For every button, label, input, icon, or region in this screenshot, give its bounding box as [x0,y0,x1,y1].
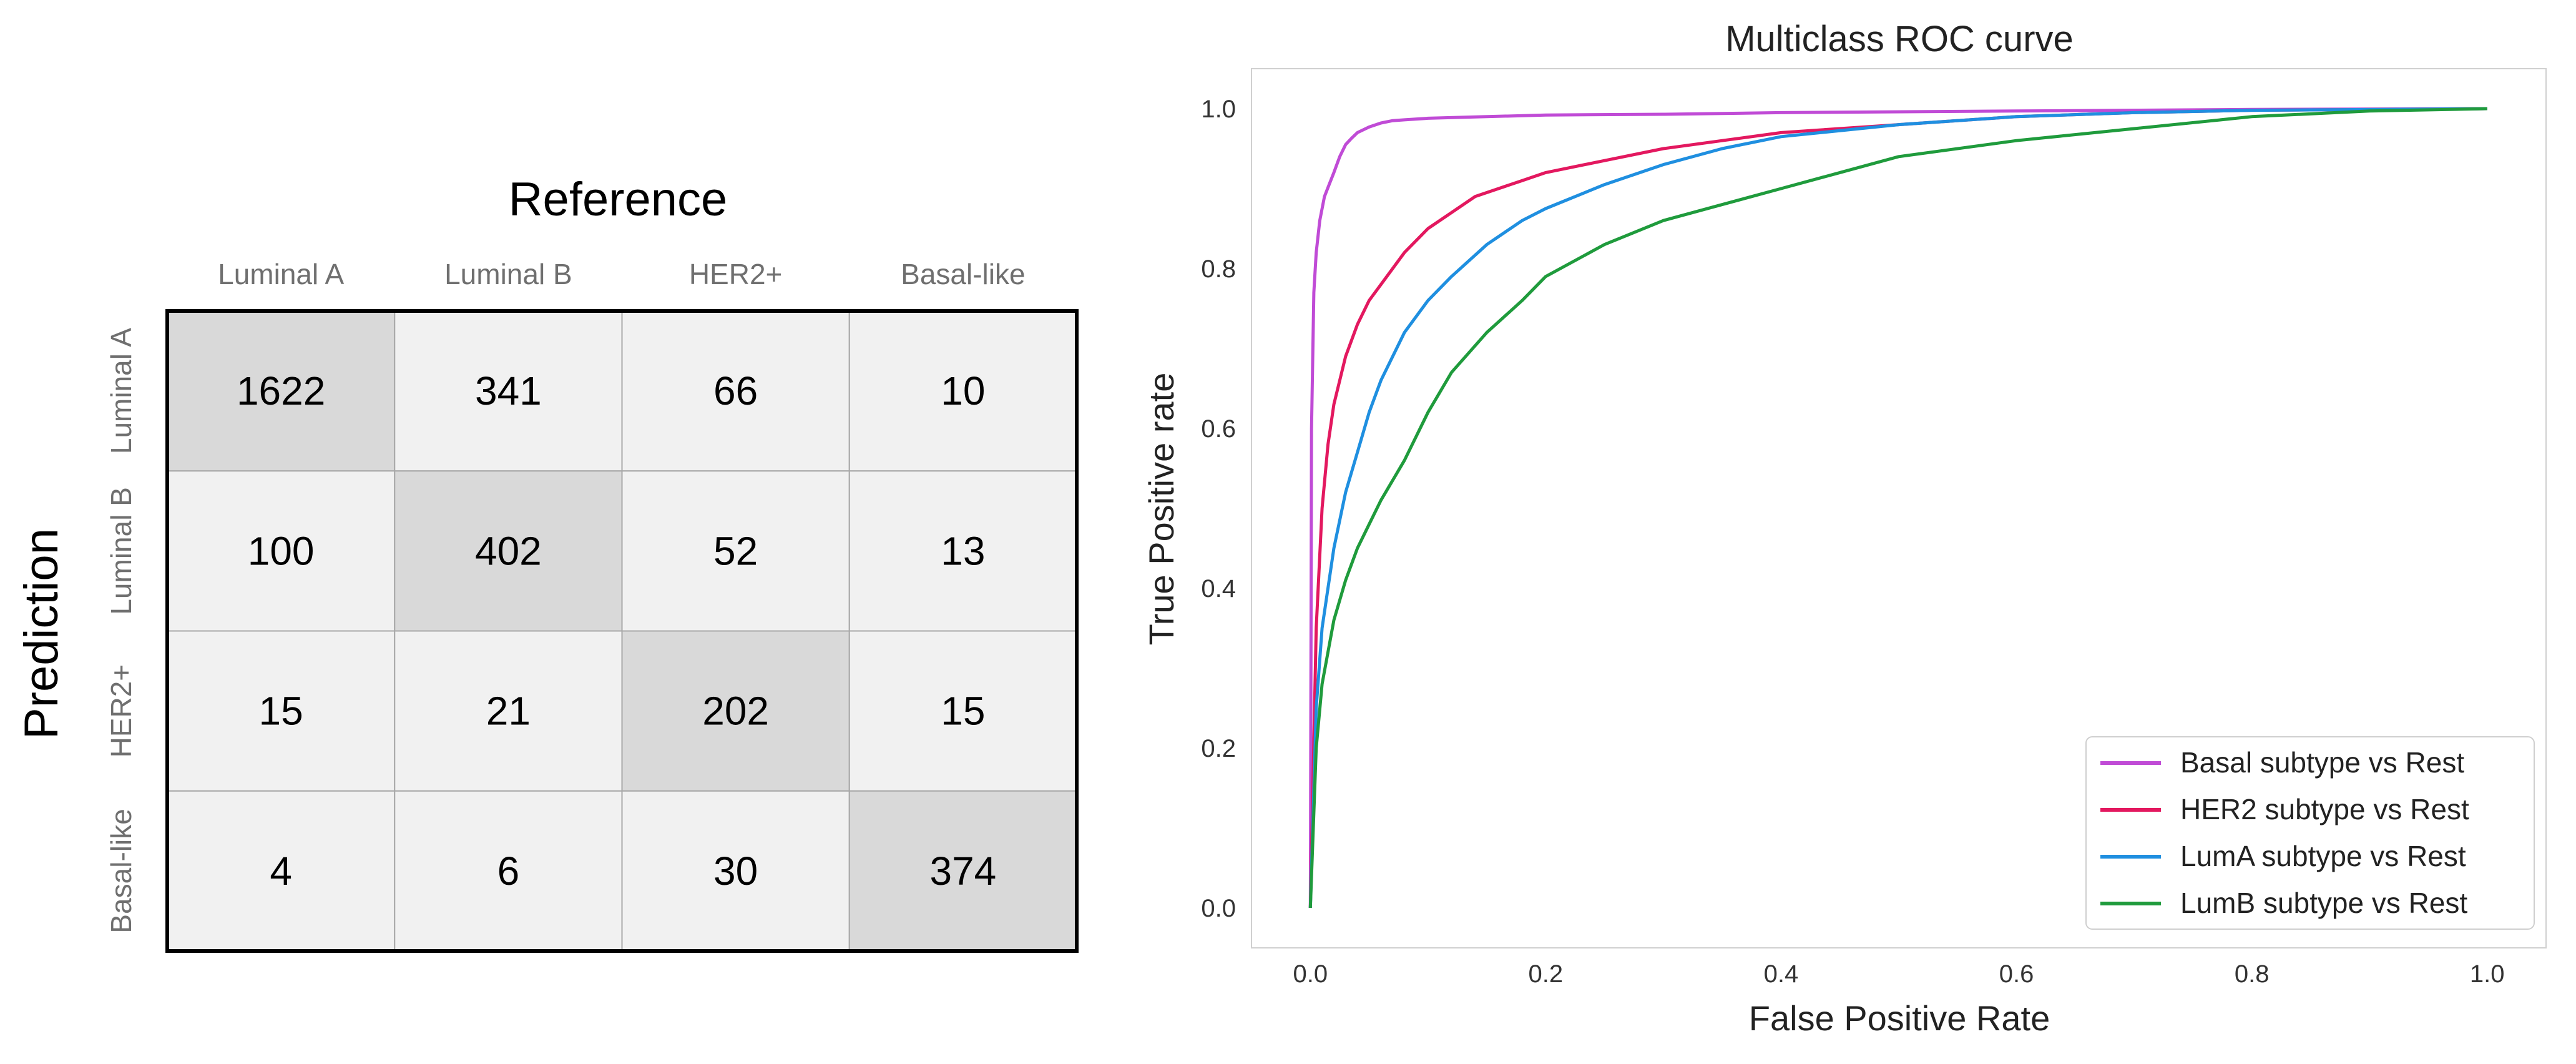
y-tick-label-0-8: 0.8 [1201,255,1236,283]
roc-title: Multiclass ROC curve [1725,19,2074,59]
y-tick-label-0-2: 0.2 [1201,735,1236,762]
y-tick-label-0-6: 0.6 [1201,415,1236,443]
legend-label-her2-subtype-vs-rest: HER2 subtype vs Rest [2180,793,2469,825]
cm-row-label-her2: HER2+ [105,664,137,758]
cm-cell-luminal-a-basal-like [848,310,1077,472]
x-tick-label-0-6: 0.6 [1999,960,2034,988]
series-line-basal-subtype-vs-rest [1308,107,2487,909]
cm-row-labels: Luminal A Luminal B HER2+ Basal-like [105,328,137,933]
cm-cell-basal-like-luminal-a [167,790,396,952]
cm-cells: 1622 341 66 10 100 402 52 13 15 21 202 15 4 6 30 374 [167,310,1077,952]
confusion-matrix: Reference Prediction 1622 341 66 10 100 402 52… [15,173,1079,953]
roc-xlabel: False Positive Rate [1749,998,2050,1038]
roc-x-ticks: 0.0 0.2 0.4 0.6 0.8 1.0 [1293,960,2504,988]
x-tick-label-0-2: 0.2 [1529,960,1564,988]
roc-ylabel: True Positive rate [1142,373,1181,646]
roc-plot-area [1251,68,2547,948]
cm-cell-luminal-b-luminal-b [394,470,623,632]
cm-title: Reference [509,173,728,226]
cm-cell-basal-like-luminal-b [394,790,623,952]
cm-cell-luminal-a-luminal-a [167,310,396,472]
cm-value-luminal-b-basal-like: 13 [941,528,985,573]
cm-value-her2-luminal-b: 21 [486,689,531,734]
y-tick-label-0-0: 0.0 [1201,895,1236,922]
roc-legend: Basal subtype vs Rest HER2 subtype vs Res… [2085,736,2535,930]
cm-value-her2-basal-like: 15 [941,689,985,734]
cm-value-basal-like-her2: 30 [713,849,758,894]
cm-col-label-luminal-b: Luminal B [444,258,572,290]
cm-value-her2-her2: 202 [702,689,769,734]
cm-value-luminal-b-luminal-b: 402 [475,528,542,573]
roc-y-ticks: 0.0 0.2 0.4 0.6 0.8 1.0 [1201,96,1236,922]
cm-column-labels: Luminal A Luminal B HER2+ Basal-like [218,258,1025,290]
cm-value-her2-luminal-a: 15 [259,689,303,734]
series-line-luma-subtype-vs-rest [1308,107,2487,909]
cm-cell-basal-like-basal-like [848,790,1077,952]
cm-cell-her2-basal-like [848,630,1077,792]
y-tick-label-0-4: 0.4 [1201,575,1236,603]
cm-value-luminal-a-basal-like: 10 [941,368,985,413]
x-tick-label-0-4: 0.4 [1764,960,1799,988]
cm-ylabel: Prediction [15,528,68,739]
legend-label-basal-subtype-vs-rest: Basal subtype vs Rest [2180,746,2464,779]
series-line-lumb-subtype-vs-rest [1308,107,2487,909]
cm-value-basal-like-luminal-b: 6 [497,849,520,894]
cm-frame [165,309,1079,953]
y-tick-label-1-0: 1.0 [1201,96,1236,123]
legend-label-lumb-subtype-vs-rest: LumB subtype vs Rest [2180,887,2467,919]
cm-cell-luminal-b-her2 [621,470,850,632]
cm-value-basal-like-basal-like: 374 [929,849,996,894]
roc-series [1308,107,2487,909]
legend-label-luma-subtype-vs-rest: LumA subtype vs Rest [2180,840,2466,872]
roc-chart: Multiclass ROC curve 0.0 0.2 0.4 0.6 0.8 1.0 … [1142,19,2547,1038]
cm-value-luminal-b-luminal-a: 100 [248,528,315,573]
cm-value-luminal-a-luminal-a: 1622 [237,368,325,413]
cm-cell-luminal-b-luminal-a [167,470,396,632]
cm-row-label-luminal-b: Luminal B [105,487,137,615]
cm-row-label-luminal-a: Luminal A [105,328,137,454]
x-tick-label-0-8: 0.8 [2235,960,2270,988]
cm-cell-basal-like-her2 [621,790,850,952]
x-tick-label-1-0: 1.0 [2470,960,2505,988]
cm-value-basal-like-luminal-a: 4 [270,849,292,894]
cm-value-luminal-a-luminal-b: 341 [475,368,542,413]
cm-row-label-basal-like: Basal-like [105,809,137,933]
cm-value-luminal-b-her2: 52 [713,528,758,573]
cm-col-label-her2: HER2+ [689,258,783,290]
x-tick-label-0-0: 0.0 [1293,960,1328,988]
cm-cell-her2-luminal-b [394,630,623,792]
cm-cell-luminal-a-luminal-b [394,310,623,472]
legend-frame [2085,736,2535,930]
cm-cell-luminal-b-basal-like [848,470,1077,632]
cm-col-label-luminal-a: Luminal A [218,258,344,290]
cm-value-luminal-a-her2: 66 [713,368,758,413]
cm-col-label-basal-like: Basal-like [901,258,1025,290]
